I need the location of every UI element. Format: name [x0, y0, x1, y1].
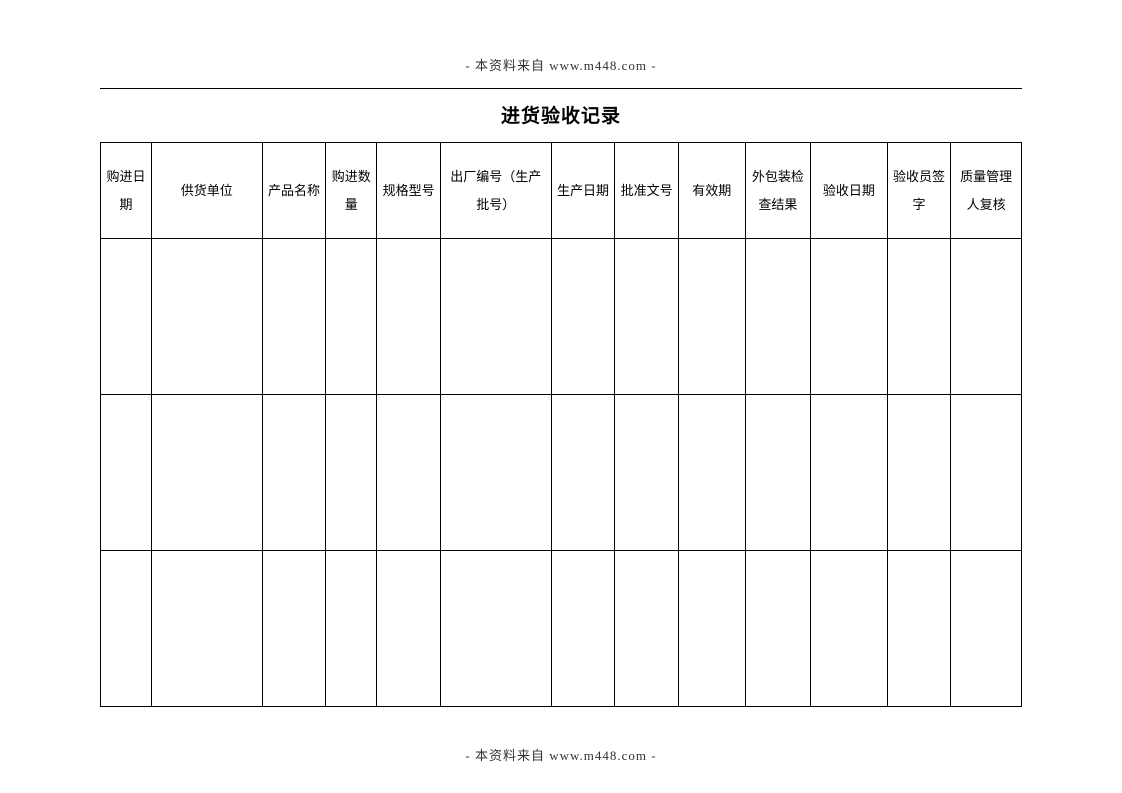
table-cell — [101, 395, 152, 551]
acceptance-record-table: 购进日期 供货单位 产品名称 购进数量 规格型号 出厂编号（生产批号） 生产日期… — [100, 142, 1022, 707]
table-cell — [745, 551, 811, 707]
column-header: 外包装检查结果 — [745, 143, 811, 239]
table-cell — [262, 395, 326, 551]
column-header: 供货单位 — [151, 143, 262, 239]
table-cell — [678, 551, 745, 707]
table-cell — [615, 239, 679, 395]
table-cell — [377, 239, 441, 395]
footer-source-text: - 本资料来自 www.m448.com - — [100, 745, 1022, 764]
column-header: 质量管理人复核 — [951, 143, 1022, 239]
table-cell — [678, 239, 745, 395]
table-cell — [745, 239, 811, 395]
table-cell — [377, 395, 441, 551]
table-cell — [811, 395, 887, 551]
table-cell — [326, 239, 377, 395]
column-header: 购进日期 — [101, 143, 152, 239]
table-cell — [440, 551, 551, 707]
column-header: 验收员签字 — [887, 143, 951, 239]
table-cell — [887, 551, 951, 707]
column-header: 有效期 — [678, 143, 745, 239]
table-cell — [101, 239, 152, 395]
table-cell — [440, 395, 551, 551]
column-header: 批准文号 — [615, 143, 679, 239]
table-cell — [326, 395, 377, 551]
table-cell — [551, 551, 615, 707]
table-cell — [101, 551, 152, 707]
table-cell — [745, 395, 811, 551]
table-cell — [551, 395, 615, 551]
table-header-row: 购进日期 供货单位 产品名称 购进数量 规格型号 出厂编号（生产批号） 生产日期… — [101, 143, 1022, 239]
table-cell — [262, 551, 326, 707]
column-header: 生产日期 — [551, 143, 615, 239]
table-cell — [887, 239, 951, 395]
column-header: 产品名称 — [262, 143, 326, 239]
table-cell — [551, 239, 615, 395]
column-header: 验收日期 — [811, 143, 887, 239]
table-cell — [326, 551, 377, 707]
table-cell — [811, 239, 887, 395]
header-source-text: - 本资料来自 www.m448.com - — [100, 55, 1022, 74]
table-cell — [262, 239, 326, 395]
table-cell — [951, 239, 1022, 395]
table-cell — [615, 395, 679, 551]
table-cell — [151, 239, 262, 395]
table-cell — [151, 395, 262, 551]
table-cell — [151, 551, 262, 707]
table-cell — [887, 395, 951, 551]
table-row — [101, 239, 1022, 395]
table-cell — [811, 551, 887, 707]
column-header: 规格型号 — [377, 143, 441, 239]
table-cell — [951, 551, 1022, 707]
document-title: 进货验收记录 — [100, 101, 1022, 128]
table-cell — [615, 551, 679, 707]
header-divider — [100, 88, 1022, 89]
table-cell — [678, 395, 745, 551]
table-cell — [377, 551, 441, 707]
table-cell — [440, 239, 551, 395]
column-header: 购进数量 — [326, 143, 377, 239]
table-row — [101, 395, 1022, 551]
table-cell — [951, 395, 1022, 551]
table-row — [101, 551, 1022, 707]
document-page: - 本资料来自 www.m448.com - 进货验收记录 购进日期 供货单位 … — [0, 0, 1122, 793]
column-header: 出厂编号（生产批号） — [440, 143, 551, 239]
